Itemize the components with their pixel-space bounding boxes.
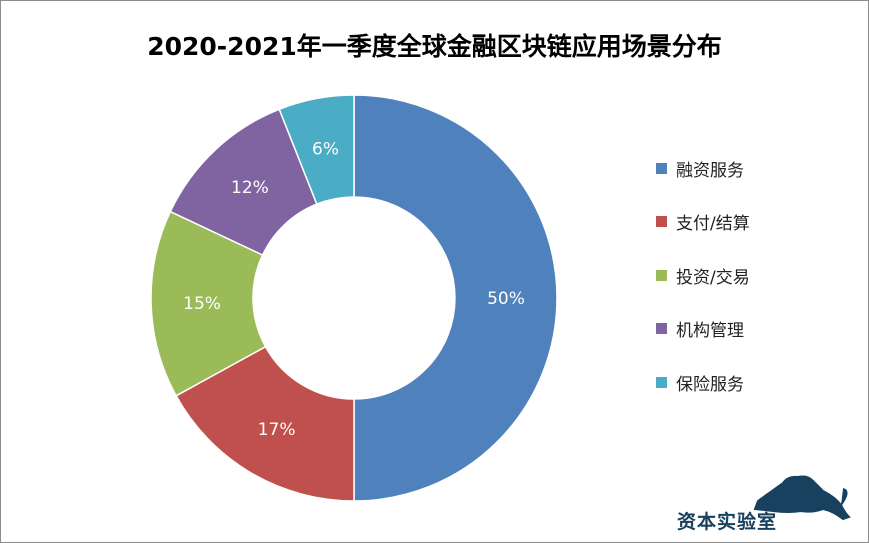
donut-slice-1	[175, 345, 355, 502]
data-label: 12%	[231, 178, 269, 198]
legend-item: 融资服务	[656, 158, 744, 181]
legend-swatch	[656, 269, 667, 281]
data-label: 50%	[487, 289, 525, 309]
legend-label: 保险服务	[676, 374, 744, 395]
legend-item: 机构管理	[656, 319, 744, 341]
legend-label: 融资服务	[676, 160, 744, 181]
legend-swatch	[656, 216, 667, 227]
data-label: 6%	[312, 140, 339, 160]
chart-title: 2020-2021年一季度全球金融区块链应用场景分布	[147, 32, 722, 61]
legend-swatch	[656, 376, 667, 388]
legend-label: 机构管理	[676, 321, 744, 341]
donut-slice-0	[353, 94, 558, 502]
donut-slice-2	[150, 210, 267, 397]
legend-item: 投资/交易	[656, 265, 750, 288]
data-label: 15%	[183, 294, 221, 314]
legend-label: 支付/结算	[676, 214, 750, 234]
watermark-text: 资本实验室	[677, 511, 778, 533]
panther-logo-icon	[753, 475, 851, 521]
legend-swatch	[656, 323, 667, 334]
legend-item: 支付/结算	[656, 212, 750, 234]
donut-slice-4	[278, 94, 355, 206]
legend-swatch	[656, 162, 667, 174]
legend-label: 投资/交易	[676, 267, 750, 288]
data-label: 17%	[258, 420, 296, 440]
legend-item: 保险服务	[656, 372, 744, 395]
